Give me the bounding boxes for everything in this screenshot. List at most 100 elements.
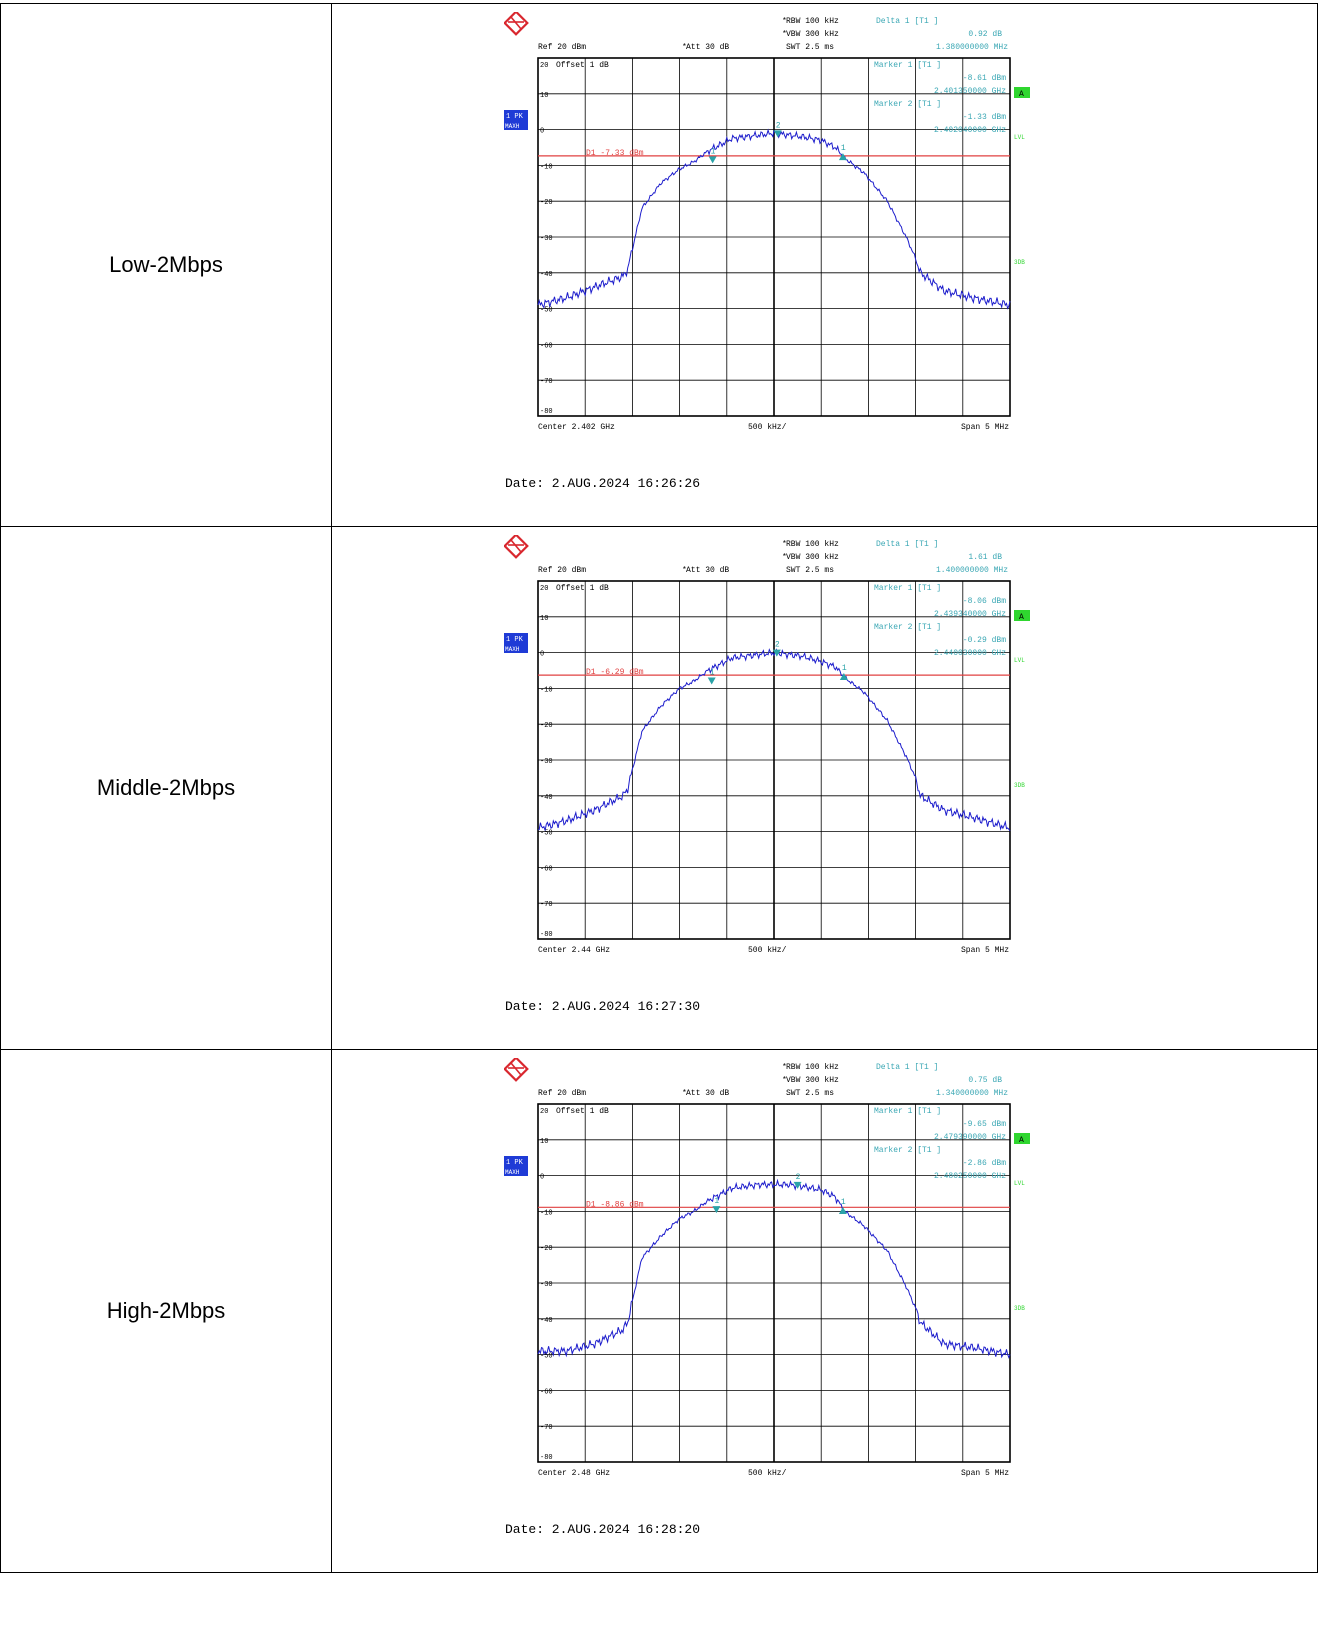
marker-triangle — [838, 1207, 847, 1215]
y-tick-label: 20 — [540, 585, 548, 593]
attenuation: Att 30 dB — [686, 1089, 729, 1098]
marker-triangle — [712, 1206, 721, 1214]
y-tick-label: -40 — [540, 1317, 553, 1325]
status-indicators: A LVL 3DB — [1014, 610, 1030, 789]
y-tick-label: -60 — [540, 1388, 553, 1396]
vbw-setting: VBW 300 kHz — [786, 1076, 839, 1085]
delta-marker-value: 0.92 dB — [968, 30, 1002, 39]
y-tick-label: -60 — [540, 342, 553, 350]
trace-mode-badge: 1 PK MAXH — [504, 1156, 528, 1176]
y-tick-label: -40 — [540, 794, 553, 802]
three-db-indicator: 3DB — [1014, 259, 1025, 266]
rbw-setting: RBW 100 kHz — [786, 1063, 839, 1072]
delta-marker-frequency: 1.400000000 MHz — [936, 566, 1008, 575]
y-tick-label: -80 — [540, 408, 553, 416]
rs-logo-icon — [504, 1058, 529, 1082]
spectrum-analyzer-screenshot: RBW 100 kHz VBW 300 kHz SWT 2.5 ms Ref 20 d… — [504, 535, 1030, 955]
marker-label: 1 — [841, 1198, 846, 1207]
test-mode-label: Middle-2Mbps — [0, 526, 332, 1050]
y-tick-label: -80 — [540, 1454, 553, 1462]
trace-mode-label: MAXH — [505, 1169, 520, 1176]
three-db-indicator: 3DB — [1014, 782, 1025, 789]
marker-label: 1 — [842, 664, 847, 673]
marker-label: 2 — [775, 641, 780, 650]
marker-triangle — [707, 677, 716, 685]
spectrum-trace — [537, 1178, 1011, 1359]
marker2-frequency: 2.480250000 GHz — [934, 1172, 1006, 1181]
test-mode-label: High-2Mbps — [0, 1049, 332, 1573]
y-tick-label: 10 — [540, 1138, 548, 1146]
display-line-d1-label: D1 -7.33 dBm — [586, 149, 644, 158]
measurement-date: Date: 2.AUG.2024 16:26:26 — [505, 476, 701, 491]
vbw-setting: VBW 300 kHz — [786, 553, 839, 562]
rs-logo-icon — [504, 12, 529, 36]
y-tick-label: -70 — [540, 378, 553, 386]
y-tick-label: 10 — [540, 92, 548, 100]
y-tick-label: 20 — [540, 1108, 548, 1116]
span-setting: Span 5 MHz — [961, 946, 1009, 955]
marker1-value: -8.61 dBm — [963, 74, 1006, 83]
level-indicator: LVL — [1014, 657, 1025, 664]
marker-triangle — [708, 156, 717, 164]
delta-marker-frequency: 1.340000000 MHz — [936, 1089, 1008, 1098]
svg-text:*: * — [782, 1063, 787, 1072]
marker-label: 1 — [710, 668, 715, 677]
svg-text:*: * — [782, 30, 787, 39]
offset-setting: Offset 1 dB — [556, 1107, 609, 1116]
report-rows: Low-2Mbps RBW 100 kHz VBW 300 kHz SWT 2.5 m… — [0, 3, 1318, 1573]
svg-text:*: * — [782, 1076, 787, 1085]
spectrum-plot-cell: RBW 100 kHz VBW 300 kHz SWT 2.5 ms Ref 20 d… — [331, 1049, 1318, 1573]
plot-area: 20 10 0 -10 -20 -30 -40 -50 -60 -70 -80 Offset 1 dB… — [537, 580, 1011, 940]
marker-label: 1 — [714, 1197, 719, 1206]
spectrum-analyzer-screenshot: RBW 100 kHz VBW 300 kHz SWT 2.5 ms Ref 20 d… — [504, 1058, 1030, 1478]
delta-marker-title: Delta 1 [T1 ] — [876, 1063, 938, 1072]
y-tick-label: -10 — [540, 163, 553, 171]
measurement-date: Date: 2.AUG.2024 16:28:20 — [505, 1522, 701, 1537]
marker1-title: Marker 1 [T1 ] — [874, 1107, 941, 1116]
y-tick-label: -30 — [540, 758, 553, 766]
ref-level: Ref 20 dBm — [538, 43, 586, 52]
marker-label: 1 — [841, 144, 846, 153]
marker1-value: -8.06 dBm — [963, 597, 1006, 606]
display-line-d1-label: D1 -6.29 dBm — [586, 668, 644, 677]
measurement-date: Date: 2.AUG.2024 16:27:30 — [505, 999, 701, 1014]
marker2-title: Marker 2 [T1 ] — [874, 1146, 941, 1155]
svg-text:*: * — [682, 43, 687, 52]
spectrum-trace — [537, 128, 1011, 310]
level-indicator: LVL — [1014, 134, 1025, 141]
y-tick-label: 0 — [540, 128, 544, 136]
y-tick-label: 0 — [540, 651, 544, 659]
trace-detector-label: 1 PK — [506, 113, 524, 121]
marker-label: 2 — [796, 1173, 801, 1182]
marker-triangle — [793, 1181, 802, 1189]
y-tick-label: -60 — [540, 865, 553, 873]
trace-detector-label: 1 PK — [506, 636, 524, 644]
marker1-title: Marker 1 [T1 ] — [874, 61, 941, 70]
trace-a-indicator: A — [1019, 90, 1024, 99]
display-line-d1-label: D1 -8.86 dBm — [586, 1200, 644, 1209]
test-mode-label: Low-2Mbps — [0, 3, 332, 527]
rbw-setting: RBW 100 kHz — [786, 17, 839, 26]
marker-triangle — [838, 153, 847, 161]
plot-area: 20 10 0 -10 -20 -30 -40 -50 -60 -70 -80 Offset 1 dB… — [537, 57, 1011, 417]
vbw-setting: VBW 300 kHz — [786, 30, 839, 39]
svg-text:*: * — [782, 540, 787, 549]
status-indicators: A LVL 3DB — [1014, 1133, 1030, 1312]
offset-setting: Offset 1 dB — [556, 584, 609, 593]
marker-triangle — [772, 649, 781, 657]
trace-a-indicator: A — [1019, 613, 1024, 622]
report-row: High-2Mbps RBW 100 kHz VBW 300 kHz SWT 2.5 … — [0, 1049, 1318, 1573]
y-tick-label: -10 — [540, 686, 553, 694]
marker1-value: -9.65 dBm — [963, 1120, 1006, 1129]
rs-logo-icon — [504, 535, 529, 559]
center-frequency: Center 2.44 GHz — [538, 946, 610, 955]
swt-setting: SWT 2.5 ms — [786, 1089, 834, 1098]
marker-label: 1 — [711, 147, 716, 156]
y-tick-label: -50 — [540, 830, 553, 838]
marker1-frequency: 2.479390000 GHz — [934, 1133, 1006, 1142]
marker1-title: Marker 1 [T1 ] — [874, 584, 941, 593]
y-tick-label: -80 — [540, 931, 553, 939]
spectrum-analyzer-screenshot: RBW 100 kHz VBW 300 kHz SWT 2.5 ms Ref 20 d… — [504, 12, 1030, 432]
span-setting: Span 5 MHz — [961, 1469, 1009, 1478]
marker2-value: -2.86 dBm — [963, 1159, 1006, 1168]
